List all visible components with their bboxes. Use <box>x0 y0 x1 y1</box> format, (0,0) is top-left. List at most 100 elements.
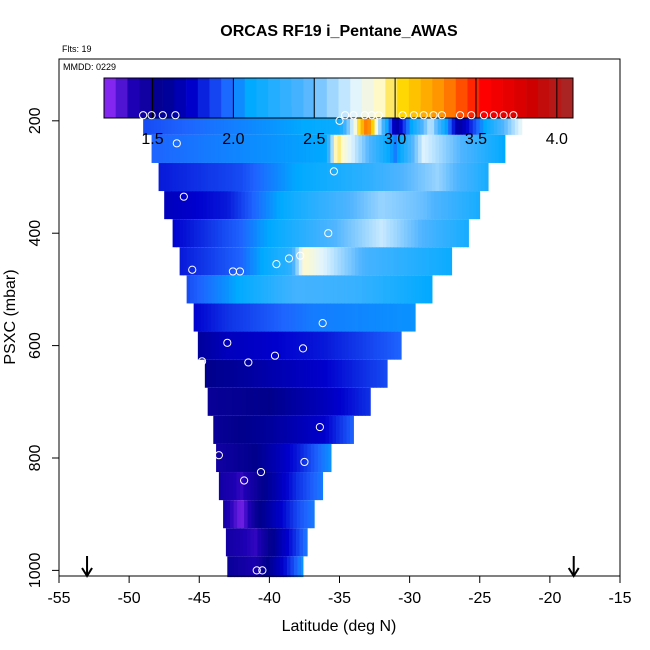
heat-cell <box>218 134 223 163</box>
heat-cell <box>347 247 352 276</box>
colorbar-segment <box>209 78 222 118</box>
heat-cell <box>297 415 302 444</box>
heat-cell <box>269 191 274 220</box>
heat-cell <box>400 247 405 276</box>
heat-cell <box>195 191 200 220</box>
colorbar-segment <box>361 78 374 118</box>
heat-cell <box>291 247 296 276</box>
heat-cell <box>303 500 308 529</box>
heat-cell <box>234 415 239 444</box>
heat-cell <box>421 162 426 192</box>
heat-cell <box>402 106 407 135</box>
heat-cell <box>326 387 331 416</box>
heat-cell <box>174 106 179 135</box>
heat-cell <box>428 134 433 163</box>
heat-cell <box>321 106 326 135</box>
heat-cell <box>253 359 258 388</box>
heat-cell <box>292 528 297 557</box>
heat-cell <box>260 162 265 192</box>
heat-cell <box>432 247 436 276</box>
heat-cell <box>411 134 415 163</box>
heat-cell <box>276 556 281 578</box>
heat-cell <box>207 162 212 192</box>
sample-point <box>479 111 489 120</box>
heat-cell <box>211 275 216 304</box>
colorbar-tick-label: 3.5 <box>465 131 487 148</box>
heat-cell <box>281 134 286 163</box>
heat-cell <box>232 303 237 332</box>
sample-point <box>419 111 428 120</box>
heat-cell <box>232 472 237 501</box>
heat-cell <box>361 134 366 163</box>
heat-cell <box>260 275 265 304</box>
sample-markers <box>139 111 518 575</box>
heat-cell <box>400 219 405 248</box>
heat-cell <box>346 191 351 220</box>
heat-cell <box>197 134 202 163</box>
heat-cell <box>518 106 523 135</box>
heat-cell <box>446 219 450 248</box>
heat-cell <box>297 106 302 135</box>
heat-cell <box>295 162 300 192</box>
heat-cell <box>338 331 343 360</box>
heat-cell <box>373 359 378 388</box>
heat-cell <box>313 359 318 388</box>
heat-cell <box>162 162 166 192</box>
heat-cell <box>244 500 249 529</box>
heat-cell <box>204 275 209 304</box>
heat-cell <box>186 162 191 192</box>
heat-cell <box>248 106 253 135</box>
heat-cell <box>355 359 360 388</box>
heat-cell <box>155 134 159 163</box>
heat-cell <box>357 106 361 135</box>
heat-cell <box>267 303 272 332</box>
heat-cell <box>439 247 443 276</box>
heat-cell <box>320 472 324 501</box>
heat-cell <box>498 134 503 163</box>
heat-cell <box>281 247 286 276</box>
heat-cell <box>470 162 475 192</box>
sample-point <box>318 319 327 328</box>
heat-cell <box>258 106 263 135</box>
heat-cell <box>318 191 323 220</box>
heat-cell <box>285 472 290 501</box>
heat-cell <box>411 219 415 248</box>
heat-cell <box>310 331 314 360</box>
heat-cell <box>286 556 291 578</box>
heat-cell <box>354 275 359 304</box>
heat-cell <box>292 472 297 501</box>
heat-cell <box>214 275 219 304</box>
heat-cell <box>386 134 391 163</box>
heat-cell <box>316 162 321 192</box>
heat-cell <box>307 106 312 135</box>
heat-cell <box>285 359 290 388</box>
heat-cell <box>442 162 447 192</box>
heat-cell <box>242 162 247 192</box>
heat-cell <box>237 415 242 444</box>
x-tick-label: -25 <box>468 590 491 607</box>
heat-cell <box>230 191 235 220</box>
heat-cell <box>299 472 304 501</box>
heat-cell <box>221 162 226 192</box>
heat-cell <box>407 275 412 304</box>
heat-cell <box>306 528 308 557</box>
heat-cell <box>249 247 254 276</box>
heat-cell <box>276 191 281 220</box>
heat-cell <box>385 106 389 135</box>
heat-cell <box>223 415 228 444</box>
sample-point <box>296 251 305 260</box>
heat-cell <box>368 303 373 332</box>
heat-cell <box>395 106 400 135</box>
heat-cell <box>244 106 249 135</box>
heat-cell <box>249 275 254 304</box>
heat-cell <box>288 387 293 416</box>
heat-cell <box>477 162 482 192</box>
heat-cell <box>314 443 319 473</box>
heat-cell <box>389 134 394 163</box>
heat-cell <box>256 387 261 416</box>
heat-cell <box>421 275 426 304</box>
heat-cell <box>251 500 256 529</box>
heat-cell <box>456 162 461 192</box>
colorbar-segment <box>526 78 539 118</box>
heat-cell <box>235 134 240 163</box>
